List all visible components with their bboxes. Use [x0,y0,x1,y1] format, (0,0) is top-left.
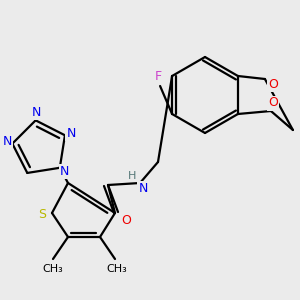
Text: F: F [154,70,162,83]
Text: N: N [3,135,12,148]
Text: CH₃: CH₃ [43,264,63,274]
Text: O: O [121,214,131,226]
Text: CH₃: CH₃ [106,264,128,274]
Text: S: S [38,208,46,220]
Text: H: H [128,171,136,181]
Text: N: N [60,165,70,178]
Text: N: N [32,106,41,119]
Text: O: O [268,77,278,91]
Text: N: N [138,182,148,194]
Text: N: N [66,127,76,140]
Text: O: O [268,97,278,110]
